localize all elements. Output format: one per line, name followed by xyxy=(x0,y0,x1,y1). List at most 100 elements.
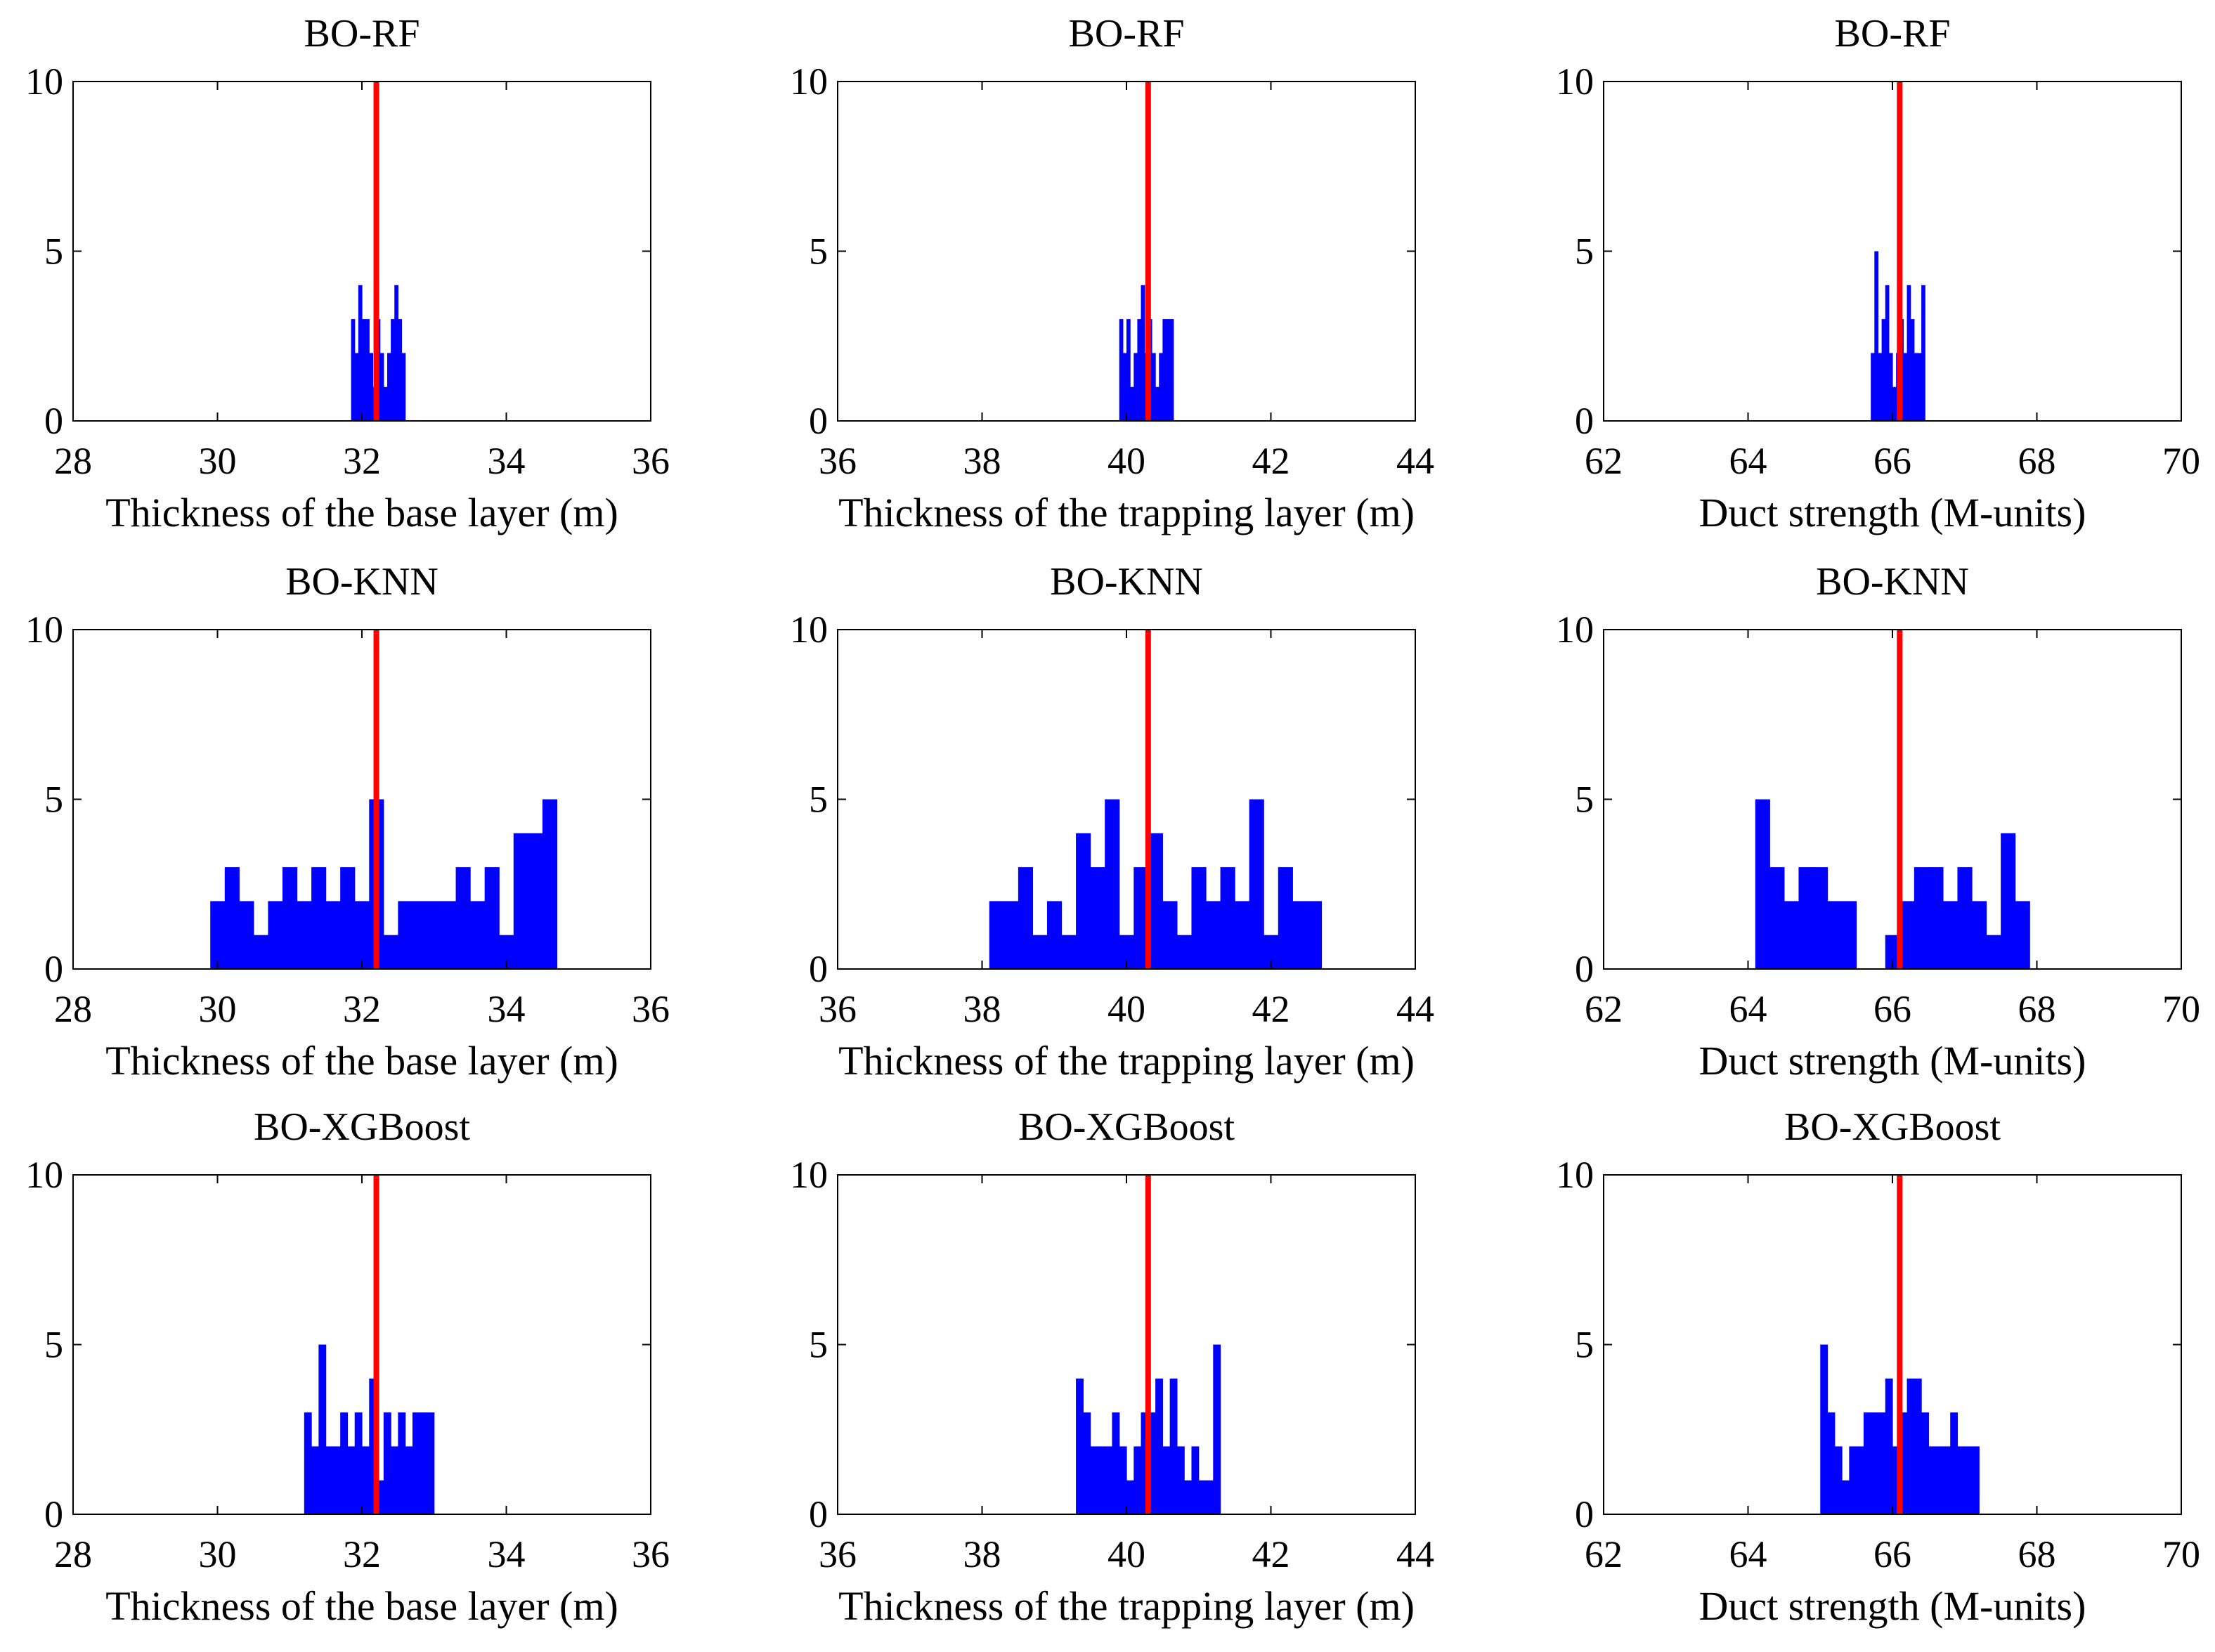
histogram-bar xyxy=(484,867,500,969)
histogram-bar xyxy=(394,285,398,421)
histogram-bar xyxy=(1264,935,1279,969)
x-tick-label: 36 xyxy=(632,1533,670,1575)
histogram-bar xyxy=(513,833,528,969)
x-tick-label: 30 xyxy=(199,1533,237,1575)
histogram-bar xyxy=(1972,1446,1980,1514)
histogram-bar xyxy=(1119,935,1134,969)
histogram-bar xyxy=(1885,935,1900,969)
x-axis-label: Thickness of the trapping layer (m) xyxy=(838,490,1415,535)
histogram-bar xyxy=(1166,319,1171,421)
histogram-panel: 36 38 40 42 44 0 5 10 BO-KNN Thickness of the tra… xyxy=(790,560,1434,1084)
histogram-bar xyxy=(1191,1446,1200,1514)
histogram-bar xyxy=(362,319,366,421)
histogram-bar xyxy=(354,353,359,421)
histogram-bar xyxy=(376,1480,384,1514)
histogram-bar xyxy=(1888,353,1893,421)
x-axis-label: Thickness of the trapping layer (m) xyxy=(838,1583,1415,1629)
x-tick-label: 68 xyxy=(2018,440,2056,482)
axes-frame xyxy=(837,629,1416,970)
histogram-bar xyxy=(1921,1412,1929,1514)
x-tick-label: 34 xyxy=(488,440,526,482)
x-axis-label: Duct strength (M-units) xyxy=(1699,1583,2086,1629)
histogram-bar xyxy=(542,799,558,969)
histogram-bar xyxy=(1148,833,1163,969)
panel-title: BO-RF xyxy=(304,12,420,56)
histogram-bar xyxy=(1141,1412,1149,1514)
panel-title: BO-XGBoost xyxy=(254,1105,470,1149)
histogram-bar xyxy=(1306,901,1323,969)
histogram-bar xyxy=(1812,867,1828,969)
y-tick-label: 10 xyxy=(1556,609,1594,651)
histogram-bar xyxy=(1827,901,1843,969)
histogram-panel: 28 30 32 34 36 0 5 10 BO-KNN Thickness of the bas… xyxy=(25,560,670,1084)
histogram-bar xyxy=(455,867,471,969)
histogram-bar xyxy=(1957,867,1973,969)
histogram-bar xyxy=(1957,1446,1966,1514)
histogram-bar xyxy=(1090,867,1105,969)
x-tick-label: 44 xyxy=(1396,1533,1434,1575)
histogram-bar xyxy=(358,285,363,421)
histogram-bar xyxy=(379,353,384,421)
x-tick-label: 68 xyxy=(2018,1533,2056,1575)
x-tick-label: 64 xyxy=(1729,1533,1767,1575)
histogram-bar xyxy=(1213,1344,1221,1514)
histogram-bar xyxy=(1126,1480,1134,1514)
histogram-bar xyxy=(405,1446,413,1514)
histogram-bar xyxy=(1885,285,1890,421)
histogram-bar xyxy=(1191,867,1207,969)
histogram-bar xyxy=(365,319,370,421)
x-tick-label: 44 xyxy=(1396,988,1434,1030)
x-tick-label: 42 xyxy=(1252,988,1290,1030)
histogram-bar xyxy=(1921,285,1925,421)
panel-title: BO-KNN xyxy=(1816,560,1969,604)
y-tick-label: 5 xyxy=(1575,230,1594,273)
histogram-bar xyxy=(354,901,370,969)
x-tick-label: 66 xyxy=(1873,988,1911,1030)
histogram-bar xyxy=(1155,1378,1163,1514)
x-tick-label: 40 xyxy=(1108,440,1145,482)
x-tick-label: 64 xyxy=(1729,440,1767,482)
histogram-bar xyxy=(1003,901,1019,969)
histogram-bar xyxy=(1917,353,1922,421)
y-tick-label: 5 xyxy=(809,230,828,273)
histogram-bar xyxy=(1881,319,1886,421)
histogram-bar xyxy=(1964,1446,1973,1514)
histogram-bar xyxy=(1198,1480,1207,1514)
histogram-bar xyxy=(528,833,543,969)
histogram-bar xyxy=(1899,1412,1908,1514)
y-tick-label: 10 xyxy=(790,60,828,103)
x-tick-label: 32 xyxy=(343,1533,381,1575)
histogram-bar xyxy=(412,1412,420,1514)
histogram-bar xyxy=(401,353,406,421)
histogram-bar xyxy=(1292,901,1308,969)
y-tick-label: 10 xyxy=(25,60,63,103)
histogram-bar xyxy=(311,1446,319,1514)
x-tick-label: 38 xyxy=(963,1533,1001,1575)
histogram-bar xyxy=(239,901,254,969)
histogram-bar xyxy=(1159,353,1163,421)
histogram-bar xyxy=(1914,353,1918,421)
histogram-bar xyxy=(398,1412,406,1514)
y-tick-label: 5 xyxy=(809,779,828,821)
histogram-bar xyxy=(1278,867,1293,969)
histogram-bar xyxy=(1134,353,1138,421)
x-tick-label: 32 xyxy=(343,440,381,482)
x-tick-label: 28 xyxy=(54,440,92,482)
histogram-bar xyxy=(1126,319,1131,421)
panel-title: BO-XGBoost xyxy=(1784,1105,2001,1149)
x-tick-label: 28 xyxy=(54,988,92,1030)
histogram-bar xyxy=(354,1412,363,1514)
histogram-bar xyxy=(1148,1412,1156,1514)
y-tick-label: 0 xyxy=(44,948,63,990)
x-tick-label: 42 xyxy=(1252,440,1290,482)
histogram-bar xyxy=(1169,1378,1178,1514)
histogram-bar xyxy=(1878,1412,1886,1514)
panel-title: BO-KNN xyxy=(1050,560,1203,604)
histogram-bar xyxy=(1076,1378,1084,1514)
x-tick-label: 38 xyxy=(963,988,1001,1030)
y-tick-label: 0 xyxy=(809,1493,828,1535)
y-tick-label: 10 xyxy=(1556,1154,1594,1196)
x-axis-label: Thickness of the base layer (m) xyxy=(105,1038,618,1084)
histogram-bar xyxy=(1907,285,1911,421)
